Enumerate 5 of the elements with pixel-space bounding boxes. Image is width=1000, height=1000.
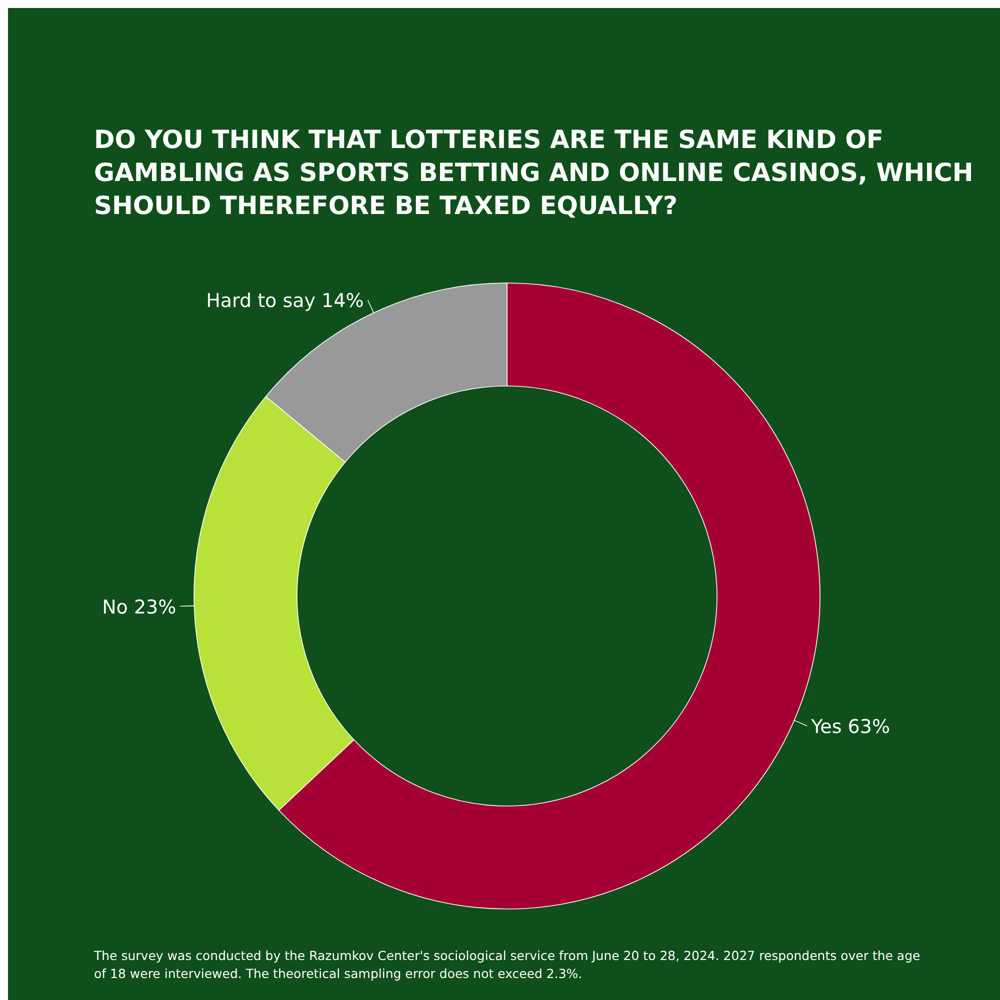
slice-label: Hard to say 14% — [206, 290, 364, 312]
text: The survey was conducted by the Razumkov Center's sociological service from June 20 to 28, 2024. 2027 respondents over the age of 18 were interviewed. The theoretical sampling error does not exceed 2.3%. — [93, 948, 921, 981]
chart-title: DO YOU THINK THAT LOTTERIES ARE THE SAME KIND OF GAMBLING AS SPORTS BETTING AND ONLINE CASINOS, WHICH SHOULD THEREFORE BE TAXED EQUALLY? — [94, 125, 974, 220]
slice-label: No 23% — [102, 596, 176, 618]
slice-label: Yes 63% — [810, 716, 890, 738]
